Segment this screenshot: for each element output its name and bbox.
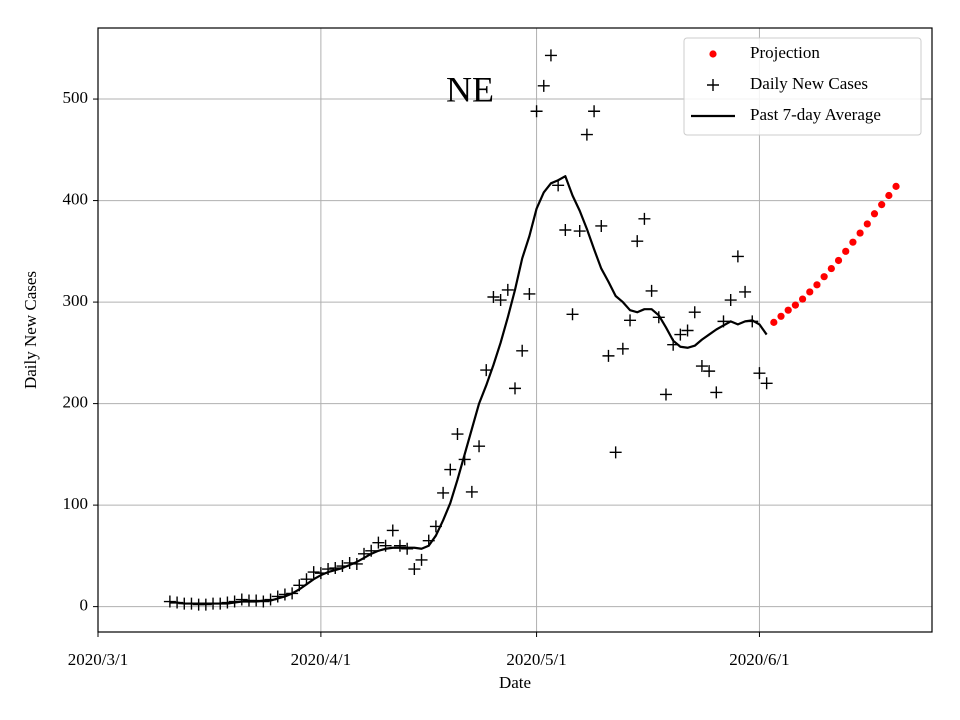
legend-box [683,37,922,136]
case-point [688,306,701,319]
case-point [624,314,637,327]
case-point [386,524,399,537]
projection-point [813,281,821,289]
case-point [451,428,464,441]
projection-point [834,256,843,265]
y-tick-label: 300 [63,291,89,310]
projection-point [892,182,900,190]
y-tick-label: 400 [63,189,89,208]
case-point [537,79,550,92]
case-point [760,377,773,390]
projection-point [791,301,799,309]
case-point [307,566,320,579]
case-point [753,367,766,380]
case-point [480,364,493,377]
case-point [393,539,406,552]
case-point [609,446,622,459]
projection-point [784,306,792,314]
case-point [631,235,644,248]
case-point [437,486,450,499]
marks-layer [163,49,900,611]
case-point [616,342,629,355]
projection-point [878,201,886,209]
legend-label: Daily New Cases [750,74,868,93]
case-point [501,283,514,296]
legend-swatch [707,79,719,91]
case-point [739,285,752,298]
case-point [516,344,529,357]
case-point [408,563,421,576]
case-point [509,382,521,395]
projection-point [777,312,785,320]
x-tick-label: 2020/3/1 [68,650,128,669]
projection-point [820,273,828,281]
case-point [710,386,723,399]
case-point [731,250,744,263]
case-point [638,212,651,225]
plot-frame [97,27,933,633]
case-point [588,105,601,118]
case-point [595,219,608,232]
case-point [580,128,593,141]
case-point [573,225,586,238]
projection-point [827,264,835,273]
legend: Projection Daily New Cases Past 7-day Aver… [683,37,922,136]
annotation: NE [446,69,494,109]
case-point [473,440,486,453]
y-axis-label: Daily New Cases [21,271,40,389]
case-point [544,49,557,62]
x-tick-label: 2020/5/1 [506,650,566,669]
axes-layer: 0 100 200 300 400 500 2020/3/1 2020/4/1 2020/5/1… [63,88,790,669]
case-point [681,324,694,337]
average-line [169,175,768,605]
projection-point [863,220,871,228]
projection-point [806,288,814,296]
case-point [494,294,507,307]
case-point [695,360,708,373]
x-tick-label: 2020/6/1 [729,650,789,669]
legend-label: Past 7-day Average [750,105,881,124]
y-tick-label: 100 [63,494,89,513]
grid-layer [97,28,932,632]
case-point [602,349,615,362]
case-point [530,105,543,118]
case-point [674,328,687,341]
case-point [659,388,672,401]
case-point [724,294,737,307]
x-tick-label: 2020/4/1 [291,650,351,669]
projection-point [770,318,778,326]
projection-point [856,229,864,237]
legend-label: Projection [750,43,820,62]
case-point [372,536,385,549]
case-point [645,284,658,297]
case-point [235,593,248,606]
legend-swatch [709,50,717,58]
x-axis-label: Date [499,673,531,692]
case-point [487,291,500,304]
projection-point [798,295,807,303]
projection-point [870,210,879,218]
case-point [703,365,716,378]
case-point [415,553,428,566]
case-point [444,463,457,476]
case-point [559,224,572,237]
projection-point [849,238,857,246]
projection-point [885,191,893,200]
y-tick-label: 500 [63,88,89,107]
case-point [566,308,579,321]
case-point [523,287,536,300]
y-tick-label: 0 [80,596,89,615]
y-tick-label: 200 [63,393,89,412]
case-point [465,485,478,498]
projection-point [842,247,850,255]
